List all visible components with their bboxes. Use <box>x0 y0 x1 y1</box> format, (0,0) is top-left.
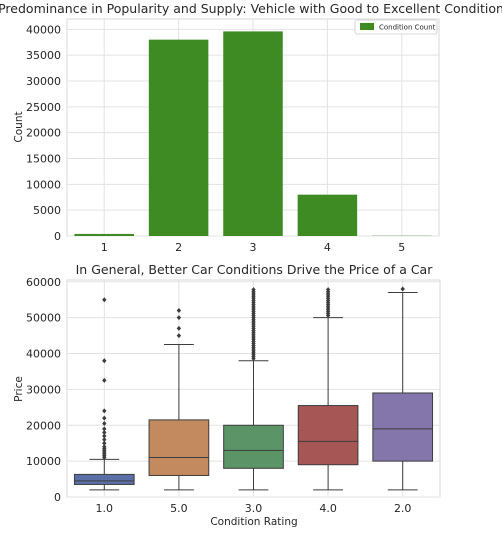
outlier-point <box>102 358 107 364</box>
y-tick-label: 0 <box>54 491 61 504</box>
legend-swatch <box>360 23 374 30</box>
outlier-point <box>176 333 182 339</box>
chart1-y-tick-labels: 0 5000 10000 15000 20000 25000 30000 35000 40000 <box>26 23 61 243</box>
bar <box>148 39 209 236</box>
bar <box>223 31 283 237</box>
outlier-point <box>102 408 107 414</box>
chart1-y-axis-label: Count <box>13 111 25 142</box>
box <box>148 419 210 476</box>
legend-label: Condition Count <box>379 24 436 32</box>
x-tick-label: 4 <box>324 241 331 254</box>
outlier-point <box>102 420 107 426</box>
y-tick-label: 50000 <box>26 312 61 325</box>
x-tick-label: 5.0 <box>170 502 188 515</box>
x-tick-label: 3.0 <box>245 502 263 515</box>
y-tick-label: 10000 <box>26 455 61 468</box>
outlier-point <box>102 437 107 443</box>
outlier-point <box>102 415 107 421</box>
box <box>223 424 284 469</box>
y-tick-label: 30000 <box>26 75 61 88</box>
x-tick-label: 3 <box>250 241 257 254</box>
y-tick-label: 15000 <box>26 153 61 166</box>
chart2-y-tick-labels: 0 10000 20000 30000 40000 50000 60000 <box>26 276 61 504</box>
y-tick-label: 35000 <box>26 49 61 62</box>
bar-chart: Predominance in Popularity and Supply: V… <box>0 1 502 254</box>
y-tick-label: 0 <box>54 230 61 243</box>
outlier-point <box>176 315 182 321</box>
x-tick-label: 1 <box>101 241 108 254</box>
outlier-point <box>102 377 107 383</box>
outlier-point <box>251 287 256 293</box>
y-tick-label: 60000 <box>26 276 61 289</box>
chart2-x-tick-labels: 1.0 5.0 3.0 4.0 2.0 <box>96 502 412 515</box>
legend-frame <box>354 19 438 35</box>
y-tick-label: 40000 <box>26 23 61 36</box>
y-tick-label: 20000 <box>26 419 61 432</box>
chart2-boxes <box>73 286 434 491</box>
chart1-x-tick-labels: 1 2 3 4 5 <box>101 241 406 254</box>
outlier-point <box>102 440 107 446</box>
y-tick-label: 10000 <box>26 178 61 191</box>
y-tick-label: 20000 <box>26 127 61 140</box>
outlier-point <box>102 297 107 303</box>
y-tick-label: 30000 <box>26 383 61 396</box>
chart1-legend: Condition Count <box>354 19 438 35</box>
outlier-point <box>176 307 182 313</box>
bar <box>74 233 134 236</box>
outlier-point <box>102 444 107 450</box>
box <box>297 405 359 466</box>
chart2-y-axis-label: Price <box>13 376 25 402</box>
outlier-point <box>102 429 107 435</box>
y-tick-label: 25000 <box>26 101 61 114</box>
box-plot-chart: In General, Better Car Conditions Drive … <box>13 262 441 528</box>
x-tick-label: 2 <box>175 241 182 254</box>
box <box>372 392 434 462</box>
box <box>73 473 135 485</box>
x-tick-label: 4.0 <box>319 502 337 515</box>
bar <box>297 194 358 236</box>
y-tick-label: 5000 <box>33 204 61 217</box>
chart1-title: Predominance in Popularity and Supply: V… <box>0 1 502 16</box>
outlier-point <box>102 433 107 439</box>
outlier-point <box>102 426 107 432</box>
chart1-bars <box>74 31 432 237</box>
outlier-point <box>325 287 331 293</box>
outlier-point <box>400 286 405 292</box>
x-tick-label: 1.0 <box>96 502 114 515</box>
chart2-title: In General, Better Car Conditions Drive … <box>76 262 434 277</box>
y-tick-label: 40000 <box>26 348 61 361</box>
x-tick-label: 5 <box>398 241 405 254</box>
x-tick-label: 2.0 <box>394 502 412 515</box>
outlier-point <box>176 325 182 331</box>
chart2-x-axis-label: Condition Rating <box>210 516 297 528</box>
